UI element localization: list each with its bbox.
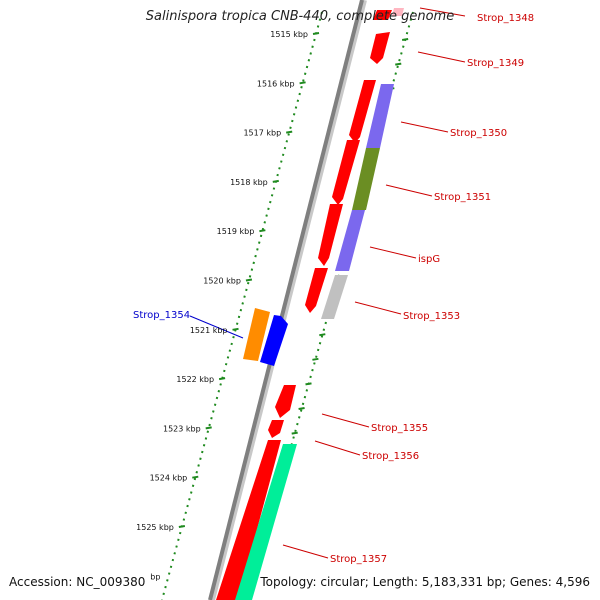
ruler-outer-dotted [161,11,323,600]
label-strop-1357[interactable]: Strop_1357 [330,554,387,565]
label-strop-1356[interactable]: Strop_1356 [362,451,419,462]
label-strop-1354[interactable]: Strop_1354 [133,310,190,321]
label-strop-1348[interactable]: Strop_1348 [477,13,534,24]
label-ispg[interactable]: ispG [418,254,440,265]
cds-strop-1354-orange[interactable] [243,308,270,361]
ruler-tick-label: 1519 kbp [217,227,255,236]
cds-ispg-purple[interactable] [335,210,365,271]
ruler-tick-label: 1515 kbp [270,30,308,39]
cds-ispg-red[interactable] [318,204,343,266]
inner-tick [291,431,298,435]
ruler-tick [299,81,306,85]
label-strop-1353[interactable]: Strop_1353 [403,311,460,322]
backbone [208,0,364,600]
cds-strop-1353-red[interactable] [305,268,328,313]
inner-tick [395,62,402,66]
ruler-tick-label: 1521 kbp [190,326,228,335]
ruler-tick-label: 1518 kbp [230,178,268,187]
ruler-tick [205,426,212,430]
cds-strop-1354-blue[interactable] [260,315,288,366]
ruler-tick-group [178,32,320,528]
ruler-tick-label: 1524 kbp [150,474,188,483]
ruler-tick [272,179,279,183]
ruler-tick-label: 1517 kbp [243,129,281,138]
ruler-tick [245,278,253,282]
ruler-tick [218,377,226,381]
label-strop-1349[interactable]: Strop_1349 [467,58,524,69]
cds-strop-1353-gray[interactable] [321,275,348,319]
ruler-tick-label: 1523 kbp [163,424,201,433]
ruler-tick-label: 1522 kbp [176,375,214,384]
cds-strop-1351-olive[interactable] [352,148,380,210]
cds-strop-1350-red[interactable] [349,80,376,143]
cds-strop-1350-purple[interactable] [366,84,394,148]
leader-lines [282,7,466,559]
cds-strop-1348[interactable] [373,10,392,20]
ruler-tick [192,475,199,479]
cds-strop-1351-red[interactable] [332,140,360,205]
ruler-tick [232,327,239,331]
cds-strop-1348-pink[interactable] [392,8,404,16]
inner-tick [319,333,326,337]
accession-text: Accession: NC_009380 [9,575,146,589]
ruler-tick [312,32,320,35]
ruler-tick-label: 1520 kbp [203,277,241,286]
inner-tick [401,38,409,41]
cds-strop-1355[interactable] [275,385,296,418]
ruler-tick [259,229,266,233]
cds-strop-1349[interactable] [370,32,390,64]
cds-strop-1357-red[interactable] [216,440,281,600]
inner-tick [312,357,319,361]
label-strop-1355[interactable]: Strop_1355 [371,423,428,434]
ruler-tick-label: 1525 kbp [136,523,174,532]
inner-tick [305,382,312,386]
cds-strop-1357-green[interactable] [235,444,297,600]
ruler-tick-label: 1516 kbp [257,79,295,88]
leader-line-strop-1354 [189,315,244,339]
inner-tick [298,407,305,410]
cds-strop-1356[interactable] [268,420,284,438]
ruler-tick [178,525,186,528]
genome-title: Salinispora tropica CNB-440, complete ge… [145,9,455,24]
genome-summary-text: Topology: circular; Length: 5,183,331 bp… [260,575,590,589]
feature-group [216,8,404,600]
ruler-tick [286,130,293,134]
label-strop-1351[interactable]: Strop_1351 [434,192,491,203]
ruler-tick-label-partial: bp [150,572,160,581]
label-strop-1350[interactable]: Strop_1350 [450,128,507,139]
